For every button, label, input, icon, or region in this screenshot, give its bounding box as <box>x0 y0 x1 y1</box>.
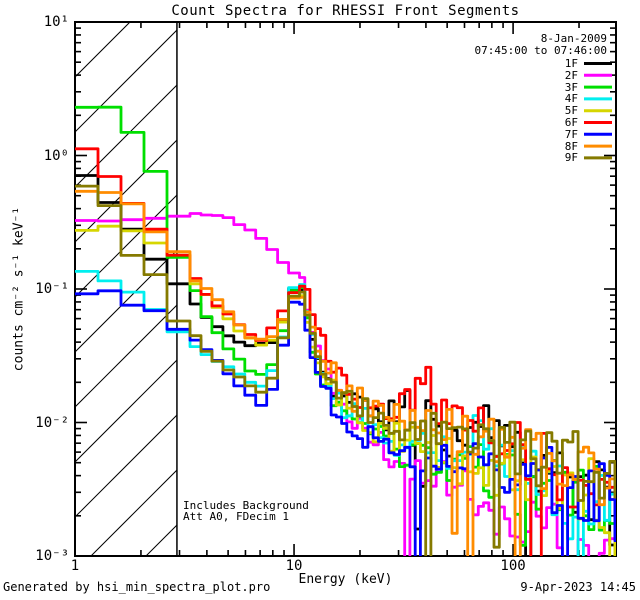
attenuator-note: Att A0, FDecim 1 <box>183 510 289 523</box>
observation-date: 8-Jan-2009 <box>540 32 607 45</box>
y-tick-4: 10⁻³ <box>35 548 69 564</box>
series-curve-7F <box>75 289 616 556</box>
chart-title: Count Spectra for RHESSI Front Segments <box>171 3 520 19</box>
x-tick-1: 1 <box>70 558 80 574</box>
legend-item-1F: 1F <box>564 57 578 70</box>
legend-item-4F: 4F <box>564 92 578 106</box>
observation-time-range: 07:45:00 to 07:46:00 <box>474 44 607 57</box>
x-axis-label: Energy (keV) <box>298 572 393 587</box>
y-tick-1: 10⁰ <box>43 147 69 164</box>
y-tick-0: 10¹ <box>43 14 69 30</box>
legend-swatches <box>584 62 612 160</box>
series-curves <box>75 105 616 556</box>
footer-generated-by: Generated by hsi_min_spectra_plot.pro <box>3 580 271 594</box>
legend-item-8F: 8F <box>564 139 578 153</box>
x-tick-100: 100 <box>500 558 526 574</box>
x-tick-10: 10 <box>285 558 303 574</box>
background-note: Includes Background <box>183 499 309 512</box>
legend-item-6F: 6F <box>564 116 578 129</box>
series-curve-9F <box>75 184 616 556</box>
legend-item-7F: 7F <box>564 127 578 141</box>
legend-item-9F: 9F <box>564 151 578 165</box>
y-tick-2: 10⁻¹ <box>35 281 69 297</box>
legend-item-2F: 2F <box>564 68 578 82</box>
legend-item-5F: 5F <box>564 104 578 118</box>
legend-item-3F: 3F <box>564 80 578 94</box>
hatch-region <box>75 22 177 556</box>
footer-timestamp: 9-Apr-2023 14:45 <box>520 580 636 594</box>
plot-frame <box>74 21 617 557</box>
y-tick-3: 10⁻² <box>35 414 69 431</box>
